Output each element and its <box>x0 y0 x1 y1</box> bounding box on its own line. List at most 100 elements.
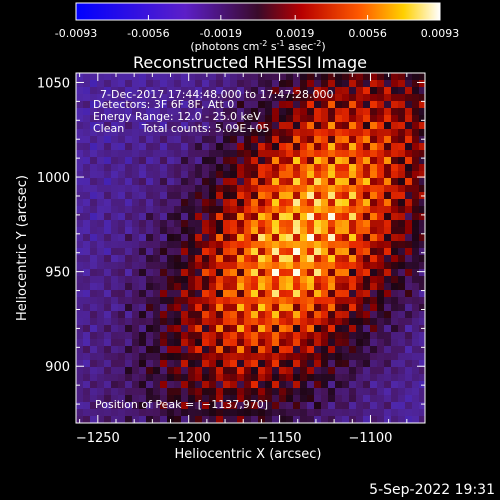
heatmap-cell <box>209 164 217 172</box>
heatmap-cell <box>111 255 119 263</box>
heatmap-cell <box>216 136 224 144</box>
heatmap-cell <box>90 290 98 298</box>
heatmap-cell <box>216 150 224 158</box>
heatmap-cell <box>83 276 91 284</box>
heatmap-cell <box>265 332 273 340</box>
heatmap-cell <box>223 318 231 326</box>
heatmap-cell <box>398 276 406 284</box>
heatmap-cell <box>363 178 371 186</box>
heatmap-cell <box>104 178 112 186</box>
heatmap-cell <box>384 80 392 88</box>
heatmap-cell <box>286 255 294 263</box>
heatmap-cell <box>188 206 196 214</box>
heatmap-cell <box>328 416 336 423</box>
heatmap-cell <box>293 409 301 417</box>
heatmap-cell <box>419 255 425 263</box>
heatmap-cell <box>398 199 406 207</box>
heatmap-cell <box>251 115 259 123</box>
heatmap-cell <box>209 304 217 312</box>
heatmap-cell <box>307 101 315 109</box>
heatmap-cell <box>104 304 112 312</box>
heatmap-cell <box>118 290 126 298</box>
heatmap-cell <box>202 276 210 284</box>
heatmap-cell <box>314 227 322 235</box>
heatmap-cell <box>153 416 161 423</box>
heatmap-cell <box>139 283 147 291</box>
heatmap-cell <box>391 94 399 102</box>
heatmap-cell <box>237 269 245 277</box>
heatmap-cell <box>328 192 336 200</box>
heatmap-cell <box>307 122 315 130</box>
heatmap-cell <box>335 241 343 249</box>
heatmap-cell <box>146 122 154 130</box>
annotation-time-range: 7-Dec-2017 17:44:48.000 to 17:47:28.000 <box>100 88 334 101</box>
heatmap-cell <box>244 290 252 298</box>
heatmap-cell <box>412 248 420 256</box>
heatmap-cell <box>412 325 420 333</box>
heatmap-cell <box>118 402 126 410</box>
heatmap-cell <box>349 318 357 326</box>
heatmap-cell <box>342 213 350 221</box>
heatmap-cell <box>265 248 273 256</box>
heatmap-cell <box>244 206 252 214</box>
y-axis-label: Heliocentric Y (arcsec) <box>15 175 30 321</box>
heatmap-cell <box>391 136 399 144</box>
heatmap-cell <box>251 353 259 361</box>
heatmap-cell <box>370 332 378 340</box>
heatmap-cell <box>118 185 126 193</box>
heatmap-cell <box>251 255 259 263</box>
heatmap-cell <box>153 73 161 81</box>
heatmap-cell <box>125 290 133 298</box>
heatmap-cell <box>76 94 84 102</box>
heatmap-cell <box>293 332 301 340</box>
heatmap-cell <box>202 129 210 137</box>
heatmap-cell <box>321 157 329 165</box>
heatmap-cell <box>405 143 413 151</box>
heatmap-cell <box>349 115 357 123</box>
heatmap-cell <box>97 171 105 179</box>
heatmap-cell <box>356 171 364 179</box>
heatmap-cell <box>419 220 425 228</box>
heatmap-cell <box>97 381 105 389</box>
heatmap-cell <box>160 332 168 340</box>
heatmap-cell <box>307 178 315 186</box>
footer-timestamp: 5-Sep-2022 19:31 <box>369 482 495 498</box>
heatmap-cell <box>132 213 140 221</box>
heatmap-cell <box>321 262 329 270</box>
heatmap-cell <box>181 227 189 235</box>
heatmap-cell <box>272 255 280 263</box>
heatmap-cell <box>384 150 392 158</box>
heatmap-cell <box>230 416 238 423</box>
heatmap-cell <box>111 290 119 298</box>
heatmap-cell <box>279 325 287 333</box>
heatmap-cell <box>342 234 350 242</box>
heatmap-cell <box>307 297 315 305</box>
heatmap-cell <box>223 283 231 291</box>
heatmap-cell <box>286 192 294 200</box>
heatmap-cell <box>265 192 273 200</box>
heatmap-cell <box>251 213 259 221</box>
heatmap-cell <box>209 80 217 88</box>
heatmap-cell <box>223 87 231 95</box>
heatmap-cell <box>293 395 301 403</box>
heatmap-cell <box>321 276 329 284</box>
heatmap-cell <box>195 206 203 214</box>
heatmap-cell <box>356 227 364 235</box>
heatmap-cell <box>349 150 357 158</box>
heatmap-cell <box>139 108 147 116</box>
heatmap-cell <box>132 80 140 88</box>
heatmap-cell <box>349 346 357 354</box>
heatmap-cell <box>118 192 126 200</box>
heatmap-cell <box>202 178 210 186</box>
heatmap-cell <box>377 367 385 375</box>
heatmap-cell <box>195 290 203 298</box>
heatmap-cell <box>90 220 98 228</box>
heatmap-cell <box>307 409 315 417</box>
heatmap-cell <box>146 290 154 298</box>
heatmap-cell <box>398 374 406 382</box>
heatmap-cell <box>405 94 413 102</box>
heatmap-cell <box>104 402 112 410</box>
heatmap-cell <box>76 290 84 298</box>
heatmap-cell <box>195 234 203 242</box>
heatmap-cell <box>272 129 280 137</box>
